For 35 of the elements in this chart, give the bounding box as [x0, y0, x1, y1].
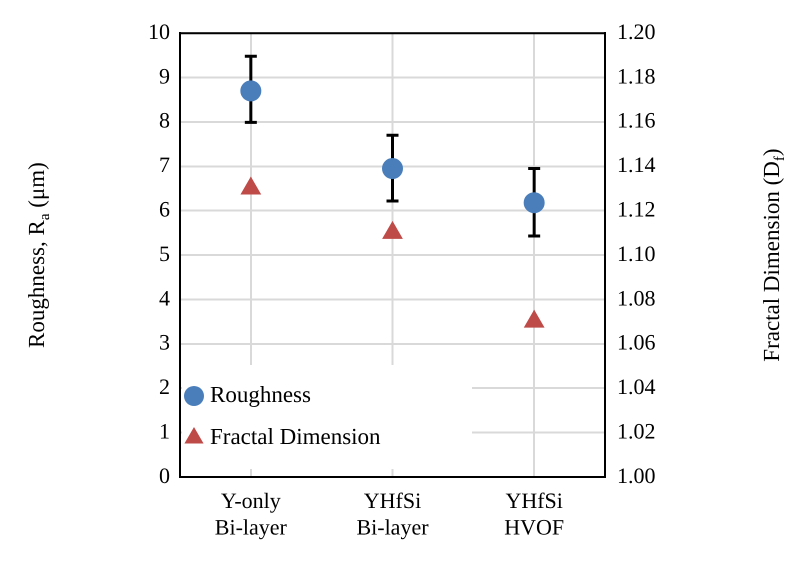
y2-tick-label: 1.16	[617, 108, 656, 133]
y2-tick-label: 1.04	[617, 374, 656, 400]
point	[524, 192, 545, 214]
legend-label: Fractal Dimension	[210, 424, 382, 450]
y2-tick-label: 1.12	[617, 196, 656, 222]
y2-tick-label: 1.06	[617, 330, 656, 355]
legend-label: Roughness	[210, 382, 311, 408]
y-tick-label: 3	[159, 330, 170, 355]
point	[240, 177, 261, 195]
x-tick-label: YHfSi HVOF	[504, 488, 564, 540]
y-tick-label: 4	[159, 285, 170, 310]
y2-tick-label: 1.14	[617, 152, 656, 178]
x-tick-label: YHfSi Bi-layer	[356, 488, 430, 540]
point	[524, 310, 544, 328]
y2-tick-label: 1.20	[617, 18, 656, 44]
y2-tick-label: 1.02	[617, 418, 656, 444]
x-tick-label: Y-only Bi-layer	[214, 488, 288, 540]
y-tick-label: 6	[159, 196, 170, 222]
y-tick-label: 7	[159, 152, 170, 178]
point	[382, 158, 403, 180]
y-tick-label: 8	[159, 108, 170, 133]
y2-axis-title: Fractal Dimension (Df)	[759, 148, 788, 362]
y2-tick-label: 1.08	[617, 285, 656, 310]
y-tick-label: 9	[159, 63, 170, 88]
y-axis-title: Roughness, Ra (μm)	[24, 162, 53, 348]
y-tick-label: 0	[159, 462, 170, 488]
y-tick-label: 5	[159, 240, 170, 266]
point	[240, 80, 262, 102]
y-tick-label: 2	[159, 374, 170, 400]
y-tick-label: 10	[148, 18, 170, 44]
y-tick-label: 1	[159, 418, 170, 444]
y2-tick-label: 1.18	[617, 63, 656, 88]
y2-tick-label: 1.00	[617, 462, 656, 488]
y2-tick-label: 1.10	[617, 240, 656, 266]
point	[382, 221, 403, 239]
